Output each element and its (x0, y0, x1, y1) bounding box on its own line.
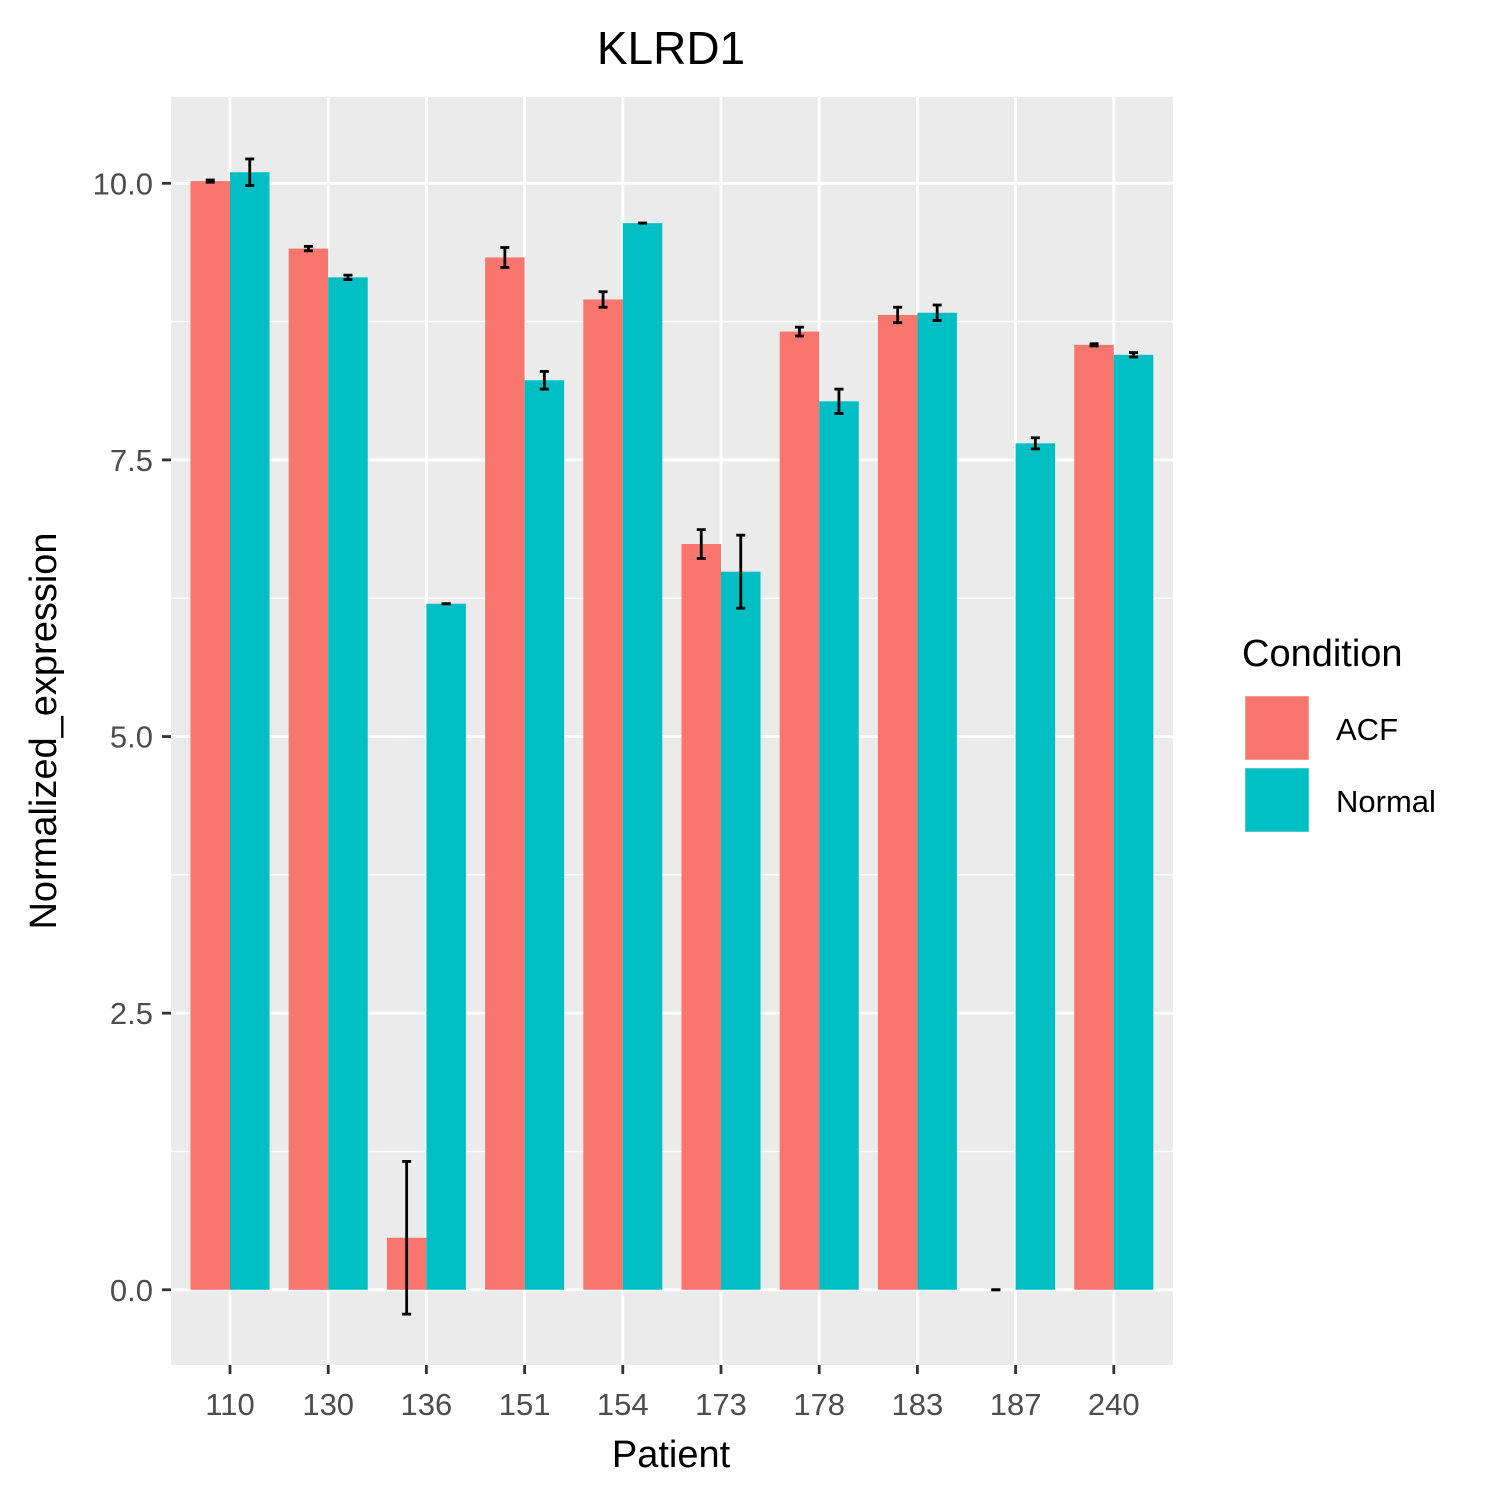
x-tick-label: 240 (1088, 1387, 1140, 1422)
bar-normal-178 (819, 401, 859, 1290)
bars (190, 172, 1154, 1290)
bar-normal-183 (917, 312, 957, 1290)
bar-acf-173 (681, 544, 721, 1290)
y-axis: 0.0 2.5 5.0 7.5 10.0 (93, 166, 171, 1308)
y-tick-label: 7.5 (110, 443, 153, 478)
legend-label-acf: ACF (1336, 712, 1398, 747)
bar-acf-240 (1074, 344, 1114, 1290)
legend-title: Condition (1242, 633, 1403, 675)
bar-acf-151 (485, 257, 525, 1290)
error-bars (205, 157, 1139, 1316)
y-tick-label: 0.0 (110, 1273, 153, 1308)
bar-acf-154 (583, 299, 623, 1290)
bar-normal-151 (524, 380, 565, 1290)
bar-acf-130 (288, 248, 329, 1290)
y-tick-label: 2.5 (110, 996, 153, 1031)
bar-acf-110 (190, 181, 230, 1290)
x-tick-label: 178 (793, 1387, 845, 1422)
x-axis-title: Patient (612, 1434, 731, 1476)
bar-normal-130 (328, 277, 368, 1290)
x-tick-label: 110 (205, 1387, 254, 1422)
x-tick-label: 187 (990, 1387, 1042, 1422)
x-tick-label: 130 (302, 1387, 354, 1422)
legend: Condition ACF Normal (1242, 633, 1436, 835)
bar-normal-136 (426, 603, 466, 1290)
x-tick-label: 154 (597, 1387, 649, 1422)
bar-normal-110 (230, 172, 270, 1290)
bar-acf-183 (877, 314, 918, 1290)
legend-label-normal: Normal (1336, 784, 1436, 819)
x-tick-label: 136 (401, 1387, 453, 1422)
x-tick-label: 173 (695, 1387, 747, 1422)
bar-normal-187 (1015, 443, 1056, 1290)
x-tick-label: 183 (892, 1387, 944, 1422)
y-tick-label: 5.0 (110, 720, 153, 755)
x-tick-label: 151 (499, 1387, 551, 1422)
x-axis: 110 130 136 151 154 173 178 183 187 240 (205, 1365, 1140, 1422)
bar-acf-178 (779, 331, 820, 1290)
legend-key-acf (1242, 693, 1312, 763)
bar-normal-173 (721, 571, 761, 1290)
bar-normal-240 (1113, 354, 1154, 1290)
chart-title: KLRD1 (597, 22, 745, 74)
bar-normal-154 (622, 223, 663, 1290)
y-tick-label: 10.0 (93, 166, 153, 201)
y-axis-title: Normalized_expression (23, 532, 65, 929)
legend-key-normal (1242, 765, 1312, 835)
